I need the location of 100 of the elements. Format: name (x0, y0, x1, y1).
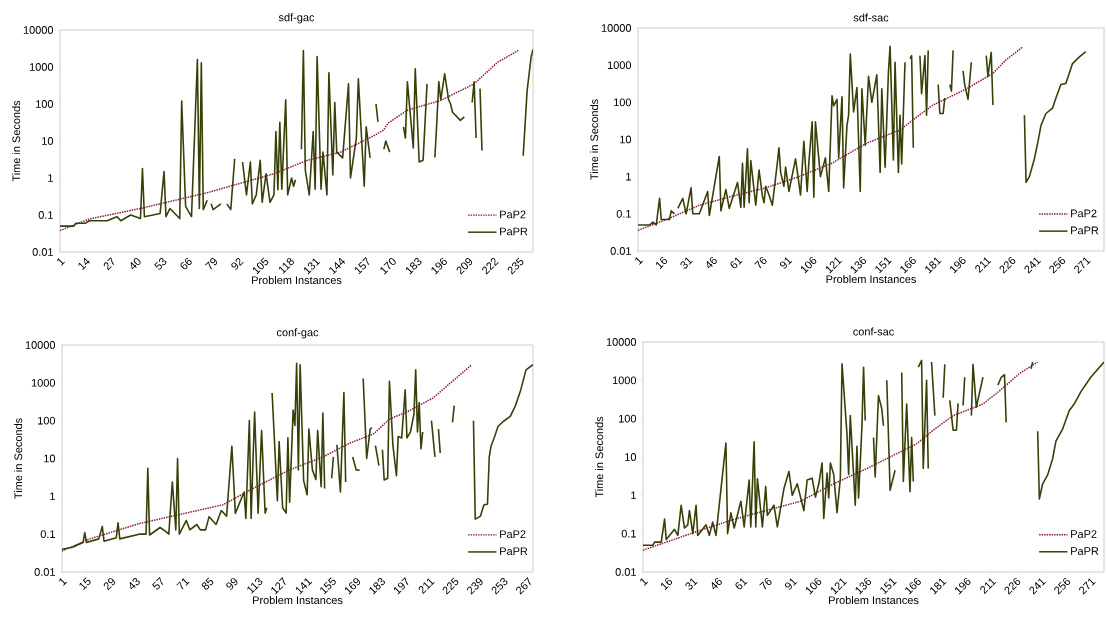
legend-label: PaP2 (500, 530, 526, 539)
x-tick-label: 61 (735, 578, 748, 590)
x-tick-label: 1 (640, 578, 648, 586)
x-tick-label: 53 (154, 257, 167, 270)
x-tick-label: 31 (680, 257, 693, 269)
chart-title: sdf-gac (278, 13, 315, 24)
x-tick-label: 136 (850, 256, 867, 274)
x-axis-title: Problem Instances (253, 596, 343, 605)
legend-label: PaPR (1071, 226, 1099, 235)
x-tick-label: 196 (431, 257, 447, 275)
x-tick-label: 105 (252, 257, 269, 275)
x-tick-label: 209 (456, 258, 473, 275)
x-tick-label: 40 (130, 258, 141, 270)
x-tick-label: 27 (103, 257, 115, 271)
x-tick-label: 76 (759, 577, 772, 590)
x-tick-label: 183 (369, 577, 385, 595)
x-tick-label: 151 (880, 578, 897, 595)
x-tick-label: 91 (779, 257, 793, 269)
y-tick-label: 10000 (601, 24, 632, 32)
x-tick-label: 29 (103, 578, 115, 591)
y-tick-label: 100 (614, 98, 632, 107)
x-tick-label: 166 (900, 256, 916, 274)
x-tick-label: 253 (491, 577, 508, 595)
x-tick-label: 211 (418, 578, 435, 595)
y-tick-label: 0.01 (32, 248, 53, 256)
x-tick-label: 181 (930, 578, 947, 595)
x-tick-label: 46 (711, 577, 722, 590)
y-tick-label: 10000 (606, 338, 637, 346)
y-tick-label: 0.01 (615, 568, 636, 576)
x-tick-label: 121 (825, 257, 843, 274)
y-tick-label: 10 (625, 453, 637, 461)
y-tick-label: 100 (36, 100, 54, 108)
x-tick-label: 46 (706, 256, 717, 269)
x-tick-label: 136 (855, 577, 872, 595)
line-series (643, 361, 1039, 551)
x-tick-label: 211 (975, 257, 992, 274)
y-tick-label: 0.1 (616, 209, 631, 218)
y-tick-label: 0.1 (621, 529, 636, 538)
x-tick-label: 1 (59, 578, 67, 586)
x-tick-label: 118 (278, 257, 294, 274)
legend-label: PaPR (500, 227, 528, 236)
x-tick-label: 222 (482, 257, 499, 275)
y-tick-label: 100 (38, 416, 56, 425)
x-tick-label: 1 (57, 258, 65, 266)
x-tick-label: 91 (784, 578, 798, 590)
x-tick-label: 211 (980, 578, 997, 595)
y-tick-label: 1000 (29, 63, 54, 71)
x-tick-label: 170 (380, 258, 396, 275)
x-tick-label: 66 (180, 257, 192, 270)
y-tick-label: 1 (48, 174, 53, 182)
x-tick-label: 113 (247, 577, 263, 594)
x-tick-label: 71 (176, 578, 190, 590)
x-axis-title: Problem Instances (829, 596, 919, 605)
x-tick-label: 241 (1024, 257, 1042, 274)
x-tick-label: 271 (1079, 578, 1096, 595)
legend-label: PaPR (1071, 547, 1099, 555)
chart-title: sdf-sac (853, 13, 889, 22)
y-axis-title: Time in Seconds (595, 416, 604, 498)
legend-label: PaP2 (1071, 209, 1097, 218)
x-tick-label: 43 (129, 577, 140, 590)
y-axis-title: Time in Seconds (12, 100, 21, 182)
x-tick-label: 155 (320, 577, 336, 595)
x-tick-label: 226 (999, 256, 1016, 274)
x-tick-label: 106 (805, 577, 822, 595)
y-tick-label: 10000 (23, 26, 54, 34)
x-tick-label: 239 (467, 578, 483, 595)
x-tick-label: 256 (1054, 577, 1071, 595)
x-tick-label: 127 (271, 577, 286, 595)
x-tick-label: 85 (201, 577, 214, 590)
x-tick-label: 226 (1004, 577, 1021, 595)
y-tick-label: 1 (50, 492, 55, 501)
x-tick-label: 92 (231, 257, 244, 270)
x-tick-label: 14 (78, 257, 90, 271)
y-tick-label: 1000 (612, 376, 637, 385)
x-tick-label: 76 (754, 256, 767, 269)
x-tick-label: 15 (79, 577, 91, 591)
x-tick-label: 16 (655, 256, 668, 270)
x-tick-label: 31 (685, 578, 698, 590)
x-tick-label: 99 (226, 578, 238, 590)
y-tick-label: 0.01 (610, 247, 631, 255)
x-tick-label: 16 (660, 577, 673, 591)
x-tick-label: 141 (295, 578, 313, 595)
y-tick-label: 1000 (31, 378, 56, 387)
y-tick-label: 1 (626, 172, 631, 181)
x-tick-label: 196 (950, 256, 966, 274)
x-tick-label: 267 (516, 577, 531, 595)
legend-label: PaPR (500, 547, 528, 556)
y-tick-label: 0.1 (38, 211, 53, 219)
x-tick-label: 256 (1049, 256, 1066, 274)
x-tick-label: 271 (1074, 257, 1091, 274)
line-series (638, 46, 1024, 232)
x-tick-label: 151 (875, 257, 892, 274)
x-tick-label: 121 (830, 578, 848, 595)
legend-label: PaP2 (500, 210, 526, 219)
x-tick-label: 183 (405, 257, 422, 275)
chart-title: conf-gac (276, 328, 319, 339)
y-tick-label: 10000 (25, 341, 56, 349)
x-tick-label: 79 (204, 258, 218, 270)
x-tick-label: 106 (800, 256, 817, 274)
y-tick-label: 100 (619, 414, 637, 423)
